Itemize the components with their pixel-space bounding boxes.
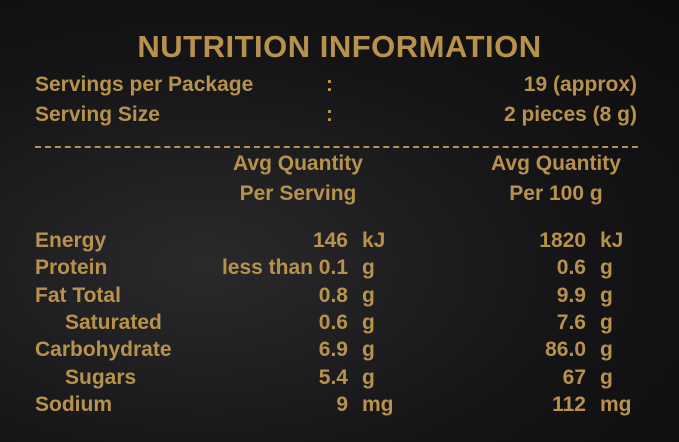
column-header: Avg Quantity [491,152,621,175]
nutrient-name: Carbohydrate [35,338,172,362]
title: NUTRITION INFORMATION [137,29,542,64]
value-per-serving: 5.4 [318,365,348,389]
column-header: Avg Quantity [233,152,363,175]
separator [35,146,638,148]
value-per-100g: 86.0 [545,338,586,362]
value-per-100g: 7.6 [556,310,586,334]
unit-per-serving: g [362,310,375,334]
value-per-serving: 0.6 [318,310,348,334]
unit-per-100g: mg [600,392,632,416]
unit-per-serving: mg [362,392,394,416]
serving-sep: : [326,103,333,126]
serving-sep: : [326,73,333,96]
nutrient-name: Saturated [65,310,162,334]
unit-per-serving: g [362,365,375,389]
value-per-serving: 6.9 [318,338,348,362]
value-per-serving: 9 [336,392,348,416]
unit-per-serving: kJ [362,229,386,252]
serving-value: 19 (approx) [523,73,637,96]
unit-per-serving: g [362,256,375,280]
unit-per-100g: g [600,338,613,362]
column-header: Per 100 g [509,182,603,205]
serving-label: Serving Size [35,103,160,126]
value-per-100g: 1820 [539,229,586,252]
nutrient-name: Sugars [65,365,137,389]
value-per-100g: 67 [562,365,586,389]
unit-per-100g: g [600,365,613,389]
unit-per-serving: g [362,283,375,307]
unit-per-100g: g [600,310,613,334]
unit-per-serving: g [362,338,375,362]
value-per-100g: 9.9 [556,283,586,307]
value-per-serving: 146 [312,229,348,252]
value-per-100g: 112 [552,392,586,416]
nutrient-name: Sodium [35,392,112,416]
serving-value: 2 pieces (8 g) [503,103,637,126]
serving-label: Servings per Package [35,73,254,96]
nutrient-name: Energy [35,229,107,252]
unit-per-100g: kJ [600,229,624,252]
value-per-100g: 0.6 [556,256,586,280]
nutrient-name: Protein [35,256,108,280]
unit-per-100g: g [600,256,613,280]
unit-per-100g: g [600,283,613,307]
value-per-serving: less than 0.1 [221,256,348,280]
column-header: Per Serving [239,182,357,205]
value-per-serving: 0.8 [318,283,348,307]
nutrient-name: Fat Total [35,283,121,307]
